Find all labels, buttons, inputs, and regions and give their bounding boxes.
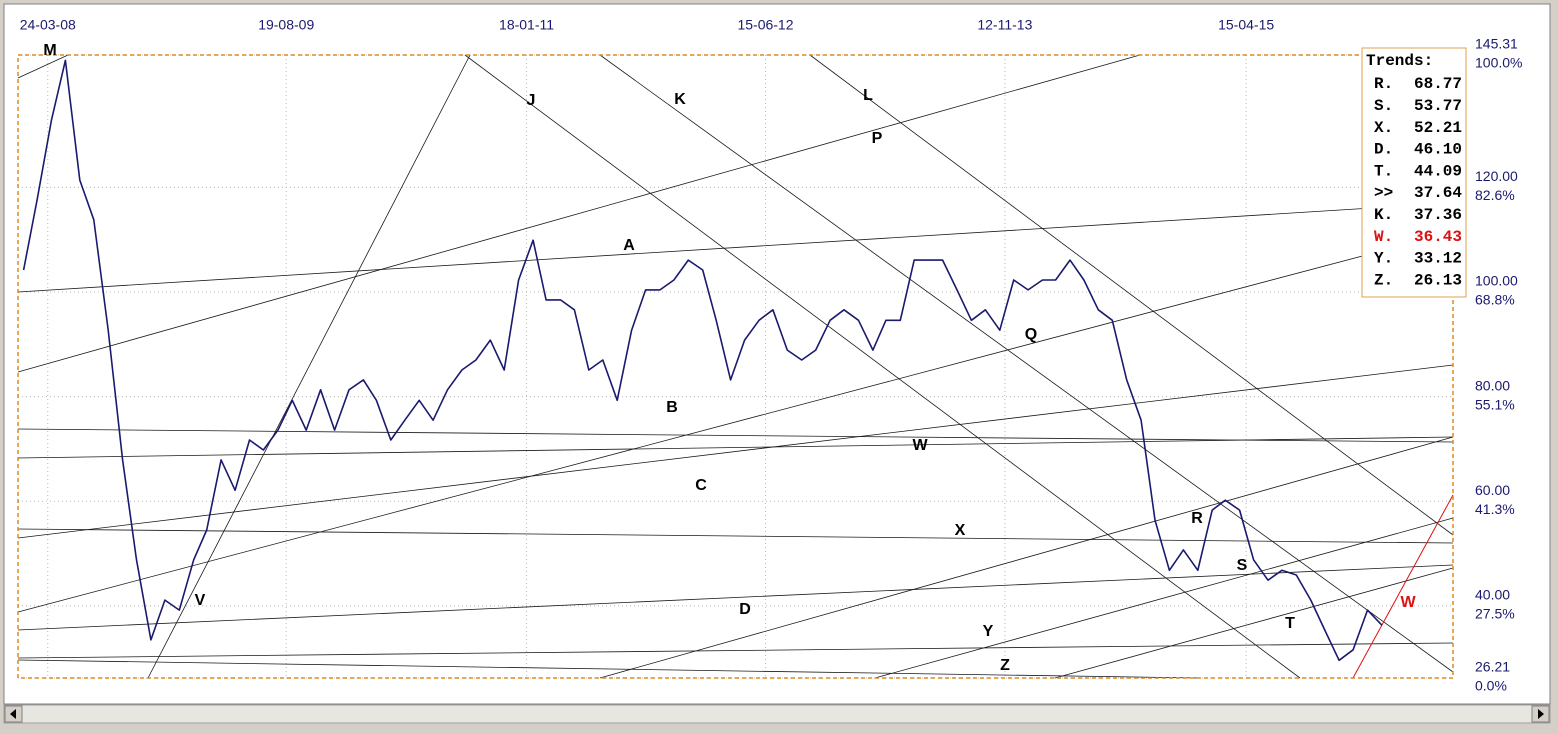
x-tick-label: 15-06-12 [737,17,793,33]
trend-line [464,54,1301,679]
trend-line [17,364,1454,539]
y-tick-percent-label: 82.6% [1475,187,1515,203]
y-tick-label: 26.21 [1475,659,1510,675]
trend-line [17,659,1201,679]
trend-name: D. [1374,141,1393,159]
trend-label: M [43,42,56,59]
trend-line [17,428,1454,443]
trend-line [17,436,1454,459]
chart-background [3,3,1551,705]
trend-label: T [1285,615,1295,632]
trend-value: 52.21 [1414,119,1462,137]
y-tick-label: 100.00 [1475,273,1518,289]
trend-name: K. [1374,206,1393,224]
trend-line [17,231,1454,613]
x-tick-label: 18-01-11 [499,17,554,33]
x-tick-label: 12-11-13 [977,17,1032,33]
trend-line [1054,567,1454,679]
trend-name: X. [1374,119,1393,137]
trend-name: T. [1374,162,1393,180]
trend-name: >> [1374,184,1393,202]
trend-label: D [739,601,751,618]
y-tick-percent-label: 41.3% [1475,501,1515,517]
plot [22,59,1383,662]
y-tick-percent-label: 0.0% [1475,678,1507,694]
trend-value: 37.64 [1414,184,1462,202]
trend-line [17,564,1454,631]
trend-value: 37.36 [1414,206,1462,224]
scroll-track[interactable] [3,704,1551,724]
trend-name: S. [1374,97,1393,115]
trend-label: W [912,437,928,454]
trend-label: V [195,592,206,609]
trend-name: W. [1374,228,1393,246]
trend-line [17,528,1454,544]
scrollbar[interactable] [3,704,1551,724]
y-tick-percent-label: 27.5% [1475,606,1515,622]
x-tick-label: 24-03-08 [20,17,76,33]
arrow-icon [10,709,16,719]
trends-frame [1361,47,1467,298]
trend-line [147,54,471,679]
trend-label: S [1237,557,1248,574]
y-tick-label: 60.00 [1475,482,1510,498]
y-tick-percent-label: 68.8% [1475,292,1515,308]
trends-box: Trends: R. 68.77 S. 53.77 X. 52.21 D. 46.10 T. 44… [1361,47,1467,298]
trend-label: Q [1025,326,1037,343]
y-tick-label: 80.00 [1475,377,1510,393]
trend-line [599,54,1454,673]
trend-value: 53.77 [1414,97,1462,115]
trend-label: X [955,522,966,539]
trend-label: K [674,91,686,108]
trend-label: Z [1000,657,1010,674]
trend-line [874,517,1454,679]
trend-line [599,436,1454,679]
trend-line [17,54,1141,373]
labels: 24-03-08 19-08-09 18-01-11 15-06-12 12-11-13… [20,17,1523,694]
trend-label: W [1400,594,1416,611]
trend-value: 44.09 [1414,162,1462,180]
trend-name: Y. [1374,250,1393,268]
trends-title: Trends: [1366,52,1433,70]
trend-label: B [666,399,678,416]
trend-line-red [1352,494,1454,679]
arrow-icon [1538,709,1544,719]
trend-value: 33.12 [1414,250,1462,268]
y-tick-percent-label: 55.1% [1475,396,1515,412]
y-tick-label: 40.00 [1475,587,1510,603]
trend-label: A [623,237,635,254]
trend-line [809,54,1454,536]
trend-line [17,642,1454,659]
trend-value: 36.43 [1414,228,1462,246]
trendlines [17,54,1454,679]
trend-value: 26.13 [1414,271,1462,289]
price-line [22,59,1383,662]
y-tick-percent-label: 100.0% [1475,55,1522,71]
plot-border [17,54,1454,679]
trend-name: Z. [1374,271,1393,289]
trend-label: C [695,477,707,494]
y-tick-label: 145.31 [1475,36,1518,52]
trend-label: R [1191,510,1203,527]
trend-name: R. [1374,75,1393,93]
trend-label: J [527,92,536,109]
x-tick-label: 19-08-09 [258,17,314,33]
trend-label: L [863,87,873,104]
trend-label: Y [983,623,994,640]
y-tick-label: 120.00 [1475,168,1518,184]
trend-value: 68.77 [1414,75,1462,93]
trend-value: 46.10 [1414,141,1462,159]
trend-line [17,202,1454,293]
trend-label: P [872,130,883,147]
trend-line [17,54,69,79]
x-tick-label: 15-04-15 [1218,17,1274,33]
